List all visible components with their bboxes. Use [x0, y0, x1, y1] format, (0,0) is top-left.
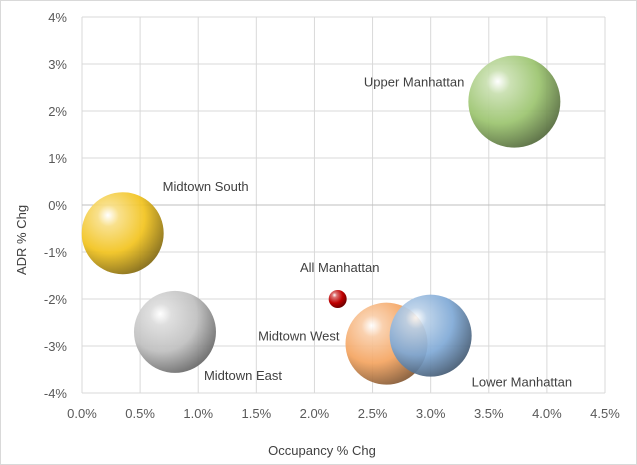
bubble-all-manhattan [328, 290, 347, 308]
bubbles [81, 55, 561, 385]
y-tick-label: -3% [44, 339, 68, 354]
x-tick-label: 0.0% [67, 406, 97, 421]
y-tick-label: 1% [48, 151, 67, 166]
data-label-midtown-east: Midtown East [204, 368, 282, 383]
x-tick-label: 4.0% [532, 406, 562, 421]
x-axis-ticks: 0.0% 0.5% 1.0% 1.5% 2.0% 2.5% 3.0% 3.5% 4.0% 4.5% [67, 406, 620, 421]
x-tick-label: 1.0% [183, 406, 213, 421]
y-tick-label: -2% [44, 292, 68, 307]
y-tick-label: 2% [48, 104, 67, 119]
y-tick-label: 4% [48, 10, 67, 25]
x-tick-label: 1.5% [242, 406, 272, 421]
x-tick-label: 3.0% [416, 406, 446, 421]
bubble-midtown-south [81, 192, 164, 275]
y-axis-title: ADR % Chg [14, 205, 29, 275]
y-axis-ticks: -4% -3% -2% -1% 0% 1% 2% 3% 4% [44, 10, 68, 401]
y-tick-label: 0% [48, 198, 67, 213]
data-label-lower-manhattan: Lower Manhattan [472, 375, 572, 390]
bubble-midtown-east [133, 290, 216, 373]
x-tick-label: 0.5% [125, 406, 155, 421]
bubble-lower-manhattan [389, 294, 472, 377]
x-tick-label: 4.5% [590, 406, 620, 421]
data-label-upper-manhattan: Upper Manhattan [364, 75, 464, 90]
data-label-all-manhattan: All Manhattan [300, 260, 380, 275]
x-tick-label: 2.5% [358, 406, 388, 421]
data-labels: Upper Manhattan Midtown South All Manhatta… [163, 75, 572, 390]
x-tick-label: 2.0% [300, 406, 330, 421]
x-axis-title: Occupancy % Chg [268, 443, 376, 458]
y-tick-label: -1% [44, 245, 68, 260]
x-tick-label: 3.5% [474, 406, 504, 421]
y-tick-label: -4% [44, 386, 68, 401]
bubble-upper-manhattan [468, 55, 561, 148]
data-label-midtown-west: Midtown West [258, 329, 340, 344]
y-tick-label: 3% [48, 57, 67, 72]
data-label-midtown-south: Midtown South [163, 179, 249, 194]
